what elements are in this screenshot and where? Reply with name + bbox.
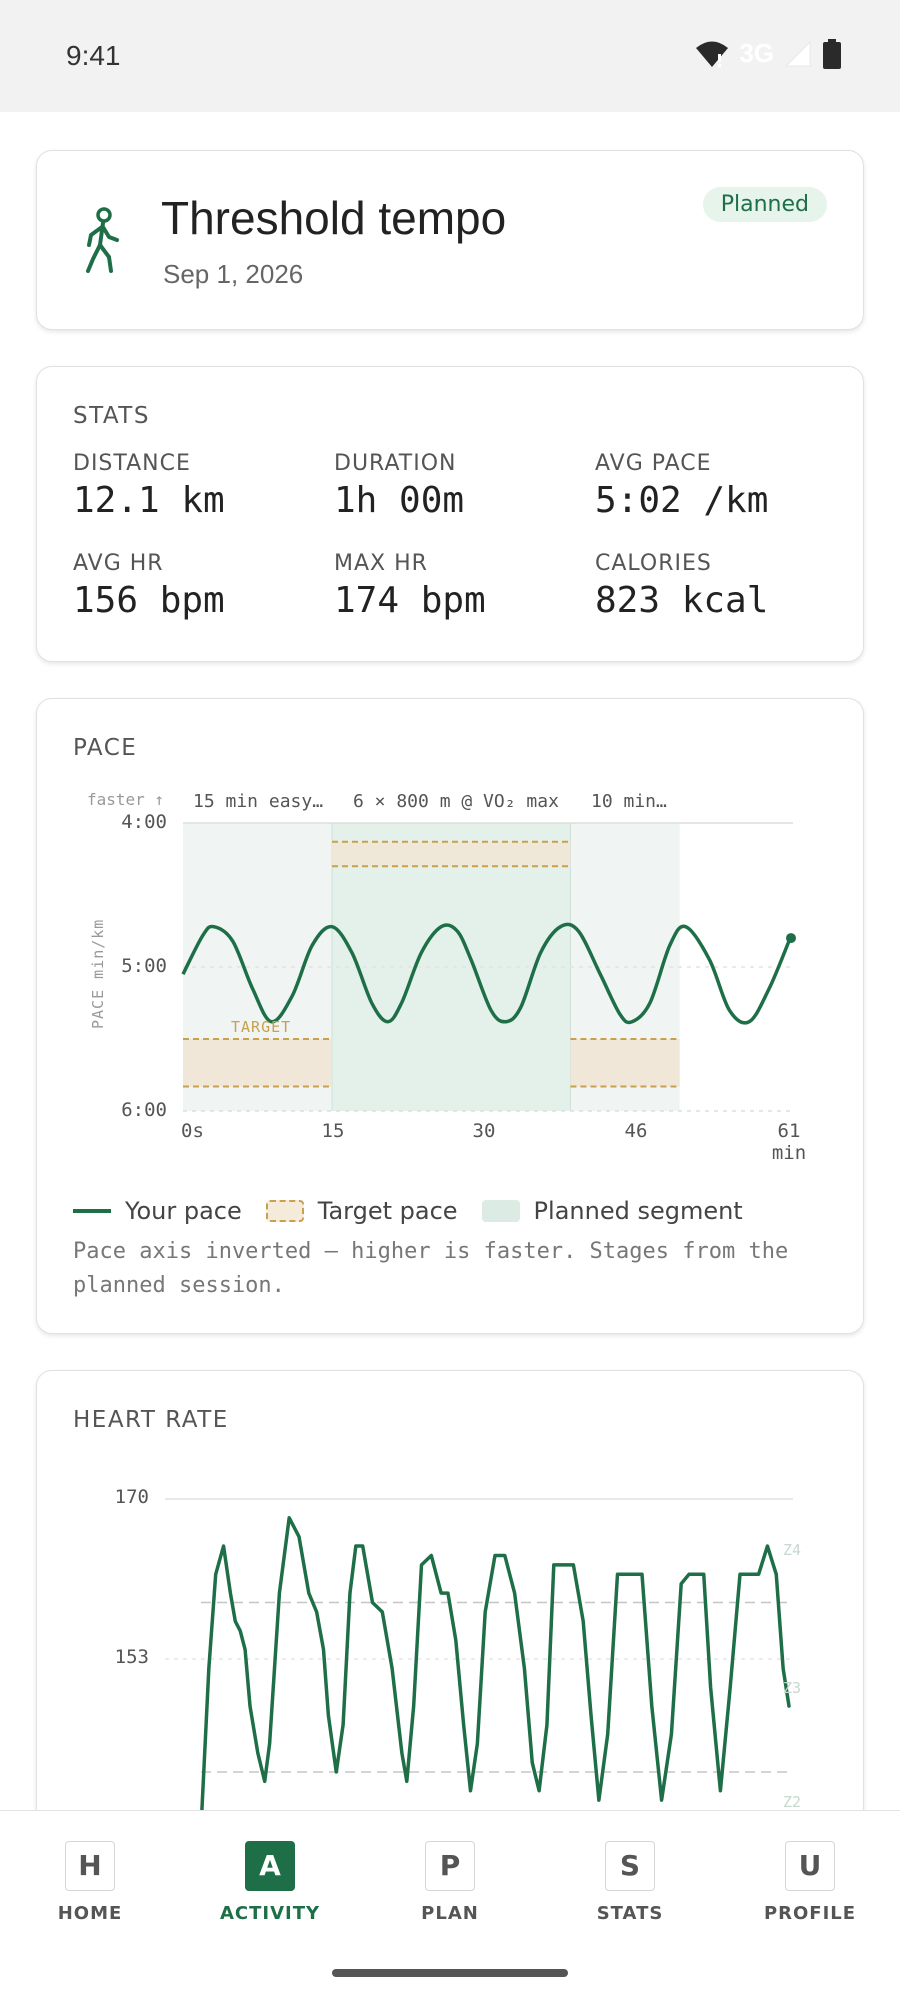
nav-label: PROFILE [763,1903,857,1924]
y-tick-label: 153 [115,1646,149,1668]
activity-date: Sep 1, 2026 [163,259,304,289]
stat-label: DURATION [334,451,457,476]
pace-axis-label: PACE min/km [89,919,107,1029]
activity-title: Threshold tempo [161,192,507,244]
stat-value: 174 bpm [334,580,486,621]
battery-icon [823,38,841,69]
nav-profile[interactable]: U PROFILE [750,1841,870,1924]
pace-series-line [181,922,791,1025]
stat-max-hr: MAX HR 174 bpm [334,551,486,621]
status-bar: 9:41 3G [0,0,900,112]
stat-value: 156 bpm [73,580,225,621]
stat-value: 823 kcal [595,580,769,621]
planned-segment-band [332,823,571,1111]
heart-rate-title: HEART RATE [73,1407,229,1433]
y-tick-label: 6:00 [121,1099,167,1121]
bottom-navigation: H HOME A ACTIVITY P PLAN S STATS U PROFI… [0,1810,900,2000]
zone-label: Z2 [783,1793,801,1811]
pace-chart: faster ↑ 15 min easy… 6 × 800 m @ VO₂ ma… [87,790,806,1164]
legend-swatch-target [265,1200,304,1222]
target-label: TARGET [231,1018,291,1036]
faster-label: faster ↑ [87,790,164,809]
legend-target-pace: Target pace [265,1197,458,1225]
activity-header-card: Threshold tempo Sep 1, 2026 Planned [36,150,864,330]
nav-plan[interactable]: P PLAN [390,1841,510,1924]
nav-label: ACTIVITY [219,1903,321,1924]
cell-signal-icon [784,40,811,66]
status-badge: Planned [702,187,827,222]
x-tick-label: 15 [322,1120,345,1142]
nav-activity[interactable]: A ACTIVITY [210,1841,330,1924]
pace-legend: Your pace Target pace Planned segment [73,1197,767,1225]
activity-icon: A [245,1841,295,1891]
stat-value: 5:02 /km [595,480,769,521]
nav-label: HOME [57,1903,123,1924]
home-icon: H [65,1841,115,1891]
legend-swatch-line [73,1209,111,1213]
legend-label: Target pace [317,1197,458,1225]
legend-your-pace: Your pace [73,1197,242,1225]
pace-card: PACE faster ↑ 15 min easy… 6 × 800 m @ V… [36,698,864,1334]
pace-end-point [786,933,796,944]
x-tick-label: 46 [625,1120,648,1142]
nav-home[interactable]: H HOME [30,1841,150,1924]
zone-label: Z4 [783,1541,801,1559]
x-tick-label: 61 [778,1120,801,1142]
legend-label: Your pace [125,1197,242,1225]
stats-card: STATS DISTANCE 12.1 km DURATION 1h 00m A… [36,366,864,662]
stat-label: MAX HR [334,551,428,576]
stat-value: 1h 00m [334,480,465,521]
y-tick-label: 5:00 [121,955,167,977]
segment-label-2: 6 × 800 m @ VO₂ max [353,791,559,812]
profile-icon: U [785,1841,835,1891]
target-zone [183,1039,333,1087]
y-tick-label: 4:00 [121,811,167,833]
y-tick-label: 170 [115,1486,149,1508]
x-tick-label: 30 [473,1120,496,1142]
x-tick-label: 0s [181,1120,204,1142]
nav-label: PLAN [421,1903,479,1924]
stat-label: AVG PACE [595,451,712,476]
walking-person-icon [86,207,119,273]
home-indicator [332,1969,568,1977]
stat-distance: DISTANCE 12.1 km [73,451,225,521]
segment-label-1: 15 min easy… [193,791,323,812]
heart-rate-series-line [199,1516,791,1831]
legend-planned-segment: Planned segment [481,1197,743,1225]
x-unit-label: min [772,1142,806,1164]
wifi-icon [696,41,729,67]
stat-label: CALORIES [595,551,712,576]
legend-label: Planned segment [533,1197,743,1225]
target-zone [332,841,571,867]
network-type-label: 3G [739,38,774,68]
legend-swatch-segment [481,1200,520,1222]
stat-label: DISTANCE [73,451,191,476]
stat-duration: DURATION 1h 00m [334,451,464,521]
segment-label-3: 10 min… [591,791,667,812]
heart-rate-chart: 170 153 Z4 Z3 Z2 [115,1486,801,1831]
nav-stats[interactable]: S STATS [570,1841,690,1924]
stat-label: AVG HR [73,551,164,576]
plan-icon: P [425,1841,475,1891]
pace-title: PACE [73,735,138,761]
target-zone [570,1039,680,1087]
stat-avg-pace: AVG PACE 5:02 /km [595,451,768,521]
nav-label: STATS [596,1903,664,1924]
pace-note: Pace axis inverted — higher is faster. S… [73,1239,789,1298]
stat-value: 12.1 km [73,480,225,521]
stats-title: STATS [73,403,150,429]
stats-icon: S [605,1841,655,1891]
stat-avg-hr: AVG HR 156 bpm [73,551,225,621]
status-icons: 3G [695,38,842,69]
status-time: 9:41 [66,40,121,71]
stat-calories: CALORIES 823 kcal [595,551,768,621]
zone-label: Z3 [783,1679,801,1697]
